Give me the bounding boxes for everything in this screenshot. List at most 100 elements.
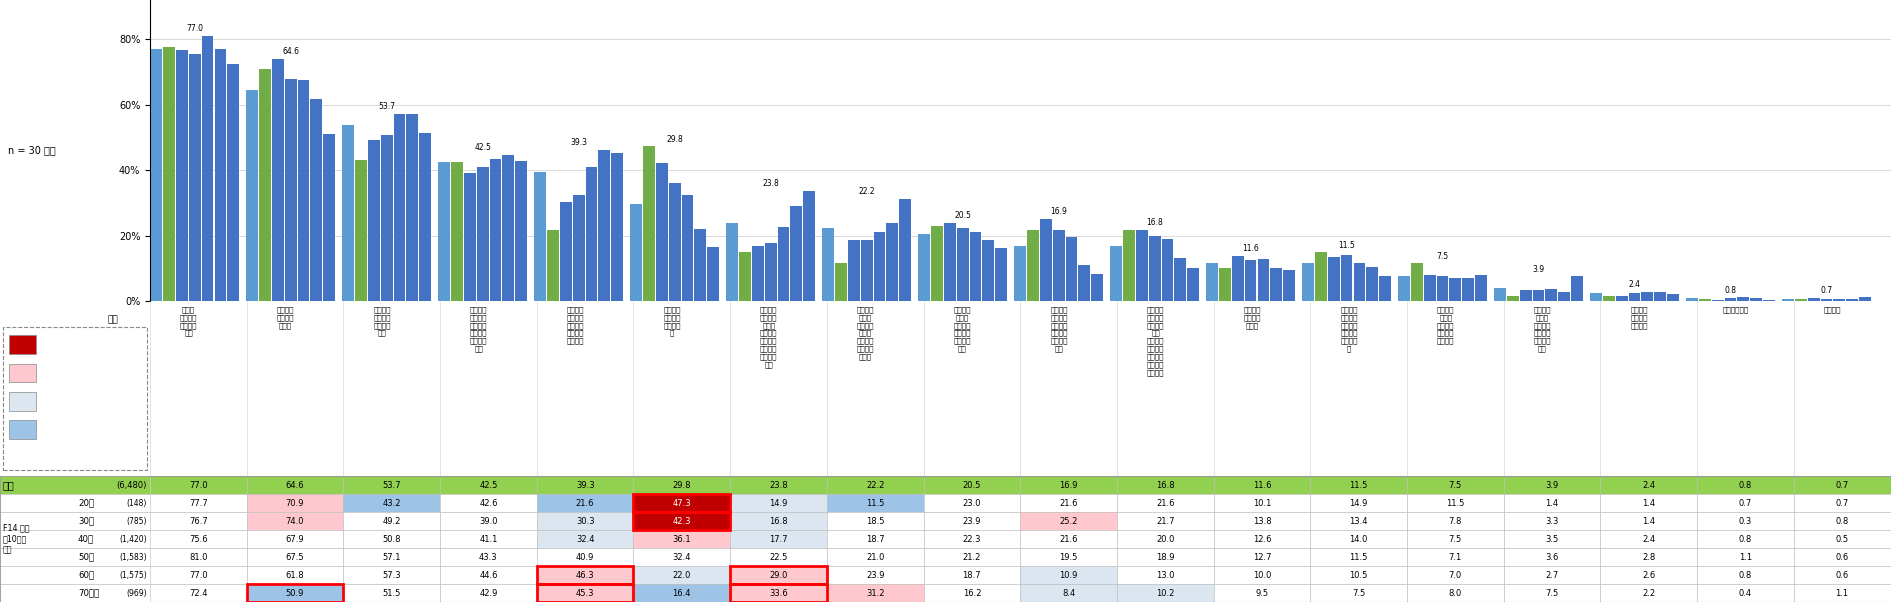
Text: 77.0: 77.0 <box>188 571 207 580</box>
Bar <box>1408 476 1503 494</box>
Bar <box>1117 512 1214 530</box>
Text: 全体＋  5%: 全体＋ 5% <box>40 368 70 377</box>
Bar <box>730 566 826 584</box>
Bar <box>10 335 36 354</box>
Text: 0.7: 0.7 <box>1835 498 1849 507</box>
Bar <box>572 195 585 301</box>
Text: 16.8: 16.8 <box>1146 219 1163 228</box>
Text: 2.4: 2.4 <box>1642 480 1655 489</box>
Bar <box>247 512 344 530</box>
Text: 3.5: 3.5 <box>1545 535 1558 544</box>
Text: 14.9: 14.9 <box>770 498 788 507</box>
Bar <box>1214 584 1311 602</box>
Text: 16.9: 16.9 <box>1051 207 1068 216</box>
Text: (1,575): (1,575) <box>120 571 146 580</box>
Text: 余計なも
のを買わ
ないよう
買い物の
頻度を減
らす: 余計なも のを買わ ないよう 買い物の 頻度を減 らす <box>469 306 488 352</box>
Bar <box>1311 548 1408 566</box>
Text: 2.8: 2.8 <box>1642 553 1655 562</box>
Text: 16.4: 16.4 <box>673 589 692 598</box>
Bar <box>177 50 188 301</box>
Bar <box>441 512 538 530</box>
Text: 40.9: 40.9 <box>576 553 595 562</box>
Text: 3.9: 3.9 <box>1545 480 1558 489</box>
Bar <box>1697 476 1794 494</box>
Text: 21.2: 21.2 <box>963 553 980 562</box>
Bar <box>150 494 247 512</box>
Bar <box>1423 276 1436 301</box>
Bar <box>502 155 515 301</box>
Text: 11.5: 11.5 <box>866 498 884 507</box>
Bar <box>298 80 310 301</box>
Bar <box>887 223 899 301</box>
Bar <box>1794 566 1890 584</box>
Text: 0.7: 0.7 <box>1835 480 1849 489</box>
Bar <box>150 530 247 548</box>
Text: 12.7: 12.7 <box>1252 553 1271 562</box>
Text: 16.2: 16.2 <box>963 589 980 598</box>
Bar <box>1311 494 1408 512</box>
Bar <box>730 584 826 602</box>
Text: 25.2: 25.2 <box>1060 517 1077 526</box>
Bar <box>342 125 353 301</box>
Bar <box>826 548 923 566</box>
Bar <box>344 494 441 512</box>
Text: 2.2: 2.2 <box>1642 589 1655 598</box>
Bar <box>1503 530 1600 548</box>
Bar <box>150 584 247 602</box>
Bar <box>1174 258 1186 301</box>
Text: お得な大
容量・増
量品を選
ぶ: お得な大 容量・増 量品を選 ぶ <box>663 306 680 337</box>
Bar <box>1750 299 1761 301</box>
Text: 39.0: 39.0 <box>479 517 498 526</box>
Bar <box>1600 476 1697 494</box>
Bar <box>923 566 1020 584</box>
Text: 67.9: 67.9 <box>285 535 304 544</box>
Text: 17.7: 17.7 <box>770 535 788 544</box>
Bar <box>1053 231 1064 301</box>
Bar <box>247 476 344 494</box>
Text: 21.6: 21.6 <box>1060 498 1077 507</box>
Bar <box>247 530 344 548</box>
Text: 10.1: 10.1 <box>1252 498 1271 507</box>
Bar <box>644 146 655 301</box>
Bar <box>0 566 150 584</box>
Bar <box>1117 566 1214 584</box>
Text: 材料を使
い切る・
使い切れ
る量しか
買わない: 材料を使 い切る・ 使い切れ る量しか 買わない <box>566 306 583 344</box>
Bar <box>707 247 718 301</box>
Bar <box>633 512 730 530</box>
Bar <box>441 584 538 602</box>
Bar <box>560 202 572 301</box>
Bar <box>1493 288 1507 301</box>
Text: 3.6: 3.6 <box>1545 553 1558 562</box>
Text: 47.3: 47.3 <box>673 498 692 507</box>
Bar <box>1847 299 1858 301</box>
Bar <box>1311 566 1408 584</box>
Bar <box>538 494 633 512</box>
Bar <box>1020 512 1117 530</box>
Bar <box>823 228 834 301</box>
Text: 1.4: 1.4 <box>1642 498 1655 507</box>
Bar <box>344 530 441 548</box>
Text: 0.4: 0.4 <box>1738 589 1752 598</box>
Text: 10.0: 10.0 <box>1252 571 1271 580</box>
Bar <box>380 135 393 301</box>
Text: 食事の量
そのもの
を減らす: 食事の量 そのもの を減らす <box>1630 306 1647 329</box>
Bar <box>1794 512 1890 530</box>
Bar <box>1079 265 1091 301</box>
Text: 20.5: 20.5 <box>963 480 980 489</box>
Bar <box>538 530 633 548</box>
Text: 64.6: 64.6 <box>285 480 304 489</box>
Bar <box>285 79 296 301</box>
Text: 31.2: 31.2 <box>866 589 885 598</box>
Bar <box>1436 276 1448 301</box>
Bar <box>1398 276 1410 301</box>
Text: 節約はし
たくて
も、実際
の買い方
は変わら
ない: 節約はし たくて も、実際 の買い方 は変わら ない <box>1533 306 1550 352</box>
Text: 49.2: 49.2 <box>382 517 401 526</box>
Bar <box>1117 494 1214 512</box>
Bar <box>1302 264 1315 301</box>
Bar <box>730 512 826 530</box>
Bar <box>344 476 441 494</box>
Bar <box>247 494 344 512</box>
Bar <box>1520 290 1531 301</box>
Bar <box>344 566 441 584</box>
Bar <box>4 326 146 470</box>
